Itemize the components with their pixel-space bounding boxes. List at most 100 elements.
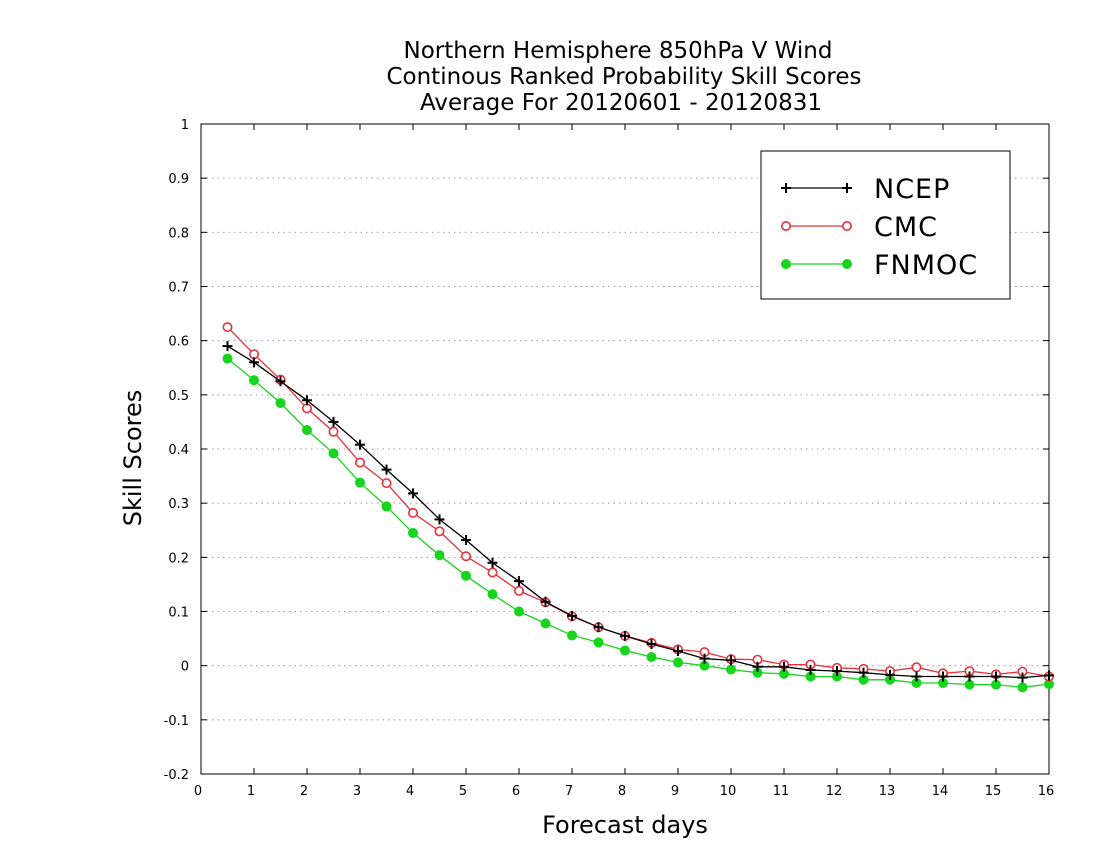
data-point-ncep <box>752 661 763 672</box>
data-point-fnmoc <box>514 606 524 617</box>
x-tick-label: 15 <box>985 784 1002 799</box>
legend-box <box>760 150 1011 300</box>
data-point-fnmoc <box>487 589 498 600</box>
data-point-cmc <box>301 403 312 414</box>
data-point-ncep <box>434 514 445 525</box>
data-point-fnmoc <box>646 652 657 662</box>
x-tick-label: 16 <box>1038 784 1055 799</box>
legend-label-ncep: NCEP <box>874 174 950 205</box>
legend-marker-fnmoc <box>842 259 852 269</box>
data-point-ncep <box>540 596 551 607</box>
legend-item-fnmoc: FNMOC <box>781 250 978 281</box>
data-point-ncep <box>1044 670 1054 681</box>
data-point-fnmoc <box>567 630 577 641</box>
y-tick-label: 0.8 <box>168 226 189 241</box>
data-point-ncep <box>885 669 895 680</box>
data-point-ncep <box>1017 672 1028 683</box>
data-point-fnmoc <box>673 657 683 668</box>
series-ncep <box>222 341 1054 683</box>
x-tick-label: 0 <box>194 784 202 799</box>
data-point-cmc <box>513 585 524 596</box>
data-point-fnmoc <box>381 501 392 512</box>
y-tick-label: -0.1 <box>164 714 189 729</box>
legend-marker-ncep <box>842 183 852 193</box>
data-point-fnmoc <box>1017 682 1028 693</box>
data-point-fnmoc <box>620 645 630 656</box>
y-tick-label: 0.1 <box>168 606 189 621</box>
legend-label-cmc: CMC <box>874 212 938 243</box>
y-tick-label: 0.3 <box>168 497 189 512</box>
data-point-ncep <box>249 357 259 368</box>
legend-marker-ncep <box>781 183 791 193</box>
data-point-ncep <box>487 557 498 568</box>
data-point-ncep <box>832 666 842 677</box>
data-point-fnmoc <box>408 527 418 538</box>
data-point-ncep <box>567 610 577 621</box>
data-point-fnmoc <box>222 353 233 364</box>
data-point-cmc <box>434 526 445 537</box>
x-tick-label: 4 <box>406 784 414 799</box>
x-tick-label: 1 <box>247 784 255 799</box>
y-tick-label: 1 <box>181 118 189 133</box>
data-point-fnmoc <box>461 570 471 581</box>
data-point-ncep <box>355 439 365 450</box>
x-tick-label: 3 <box>353 784 361 799</box>
y-tick-label: 0.4 <box>168 443 189 458</box>
legend-label-fnmoc: FNMOC <box>874 250 978 281</box>
data-point-fnmoc <box>249 375 259 386</box>
data-point-cmc <box>328 426 339 437</box>
data-point-cmc <box>354 457 365 468</box>
data-point-ncep <box>593 622 604 633</box>
y-tick-label: 0 <box>181 660 189 675</box>
x-tick-label: 7 <box>565 784 573 799</box>
data-point-cmc <box>407 507 418 518</box>
legend-marker-fnmoc <box>781 259 791 269</box>
data-point-ncep <box>964 671 975 682</box>
legend: NCEP CMC FNMOC <box>760 150 1011 300</box>
y-tick-label: 0.2 <box>168 551 189 566</box>
x-tick-label: 5 <box>459 784 467 799</box>
y-tick-label: -0.2 <box>164 768 189 783</box>
x-tick-label: 2 <box>300 784 308 799</box>
data-point-ncep <box>911 671 922 682</box>
x-tick-label: 6 <box>512 784 520 799</box>
y-tick-label: 0.5 <box>168 389 189 404</box>
x-axis-label: Forecast days <box>542 811 708 839</box>
data-point-ncep <box>646 639 657 649</box>
x-tick-label: 11 <box>773 784 790 799</box>
data-point-ncep <box>858 667 869 678</box>
series-line-cmc <box>227 326 1050 678</box>
series-line-ncep <box>227 345 1050 679</box>
y-tick-label: 0.6 <box>168 335 189 350</box>
data-point-fnmoc <box>726 664 736 675</box>
data-point-ncep <box>938 671 948 682</box>
title-line-1: Northern Hemisphere 850hPa V Wind <box>404 38 833 64</box>
series-layer <box>222 322 1055 693</box>
legend-item-ncep: NCEP <box>781 174 950 205</box>
data-point-ncep <box>514 576 524 587</box>
data-point-ncep <box>328 416 339 427</box>
data-point-ncep <box>381 464 392 475</box>
legend-marker-cmc <box>780 221 791 232</box>
data-point-cmc <box>222 322 233 333</box>
data-point-ncep <box>461 535 471 545</box>
x-tick-label: 8 <box>618 784 626 799</box>
title-line-2: Continous Ranked Probability Skill Score… <box>386 64 861 90</box>
data-point-fnmoc <box>275 397 286 408</box>
data-point-ncep <box>222 341 233 352</box>
title-line-3: Average For 20120601 - 20120831 <box>420 90 822 116</box>
x-tick-label: 9 <box>671 784 679 799</box>
data-point-fnmoc <box>434 550 445 561</box>
data-point-cmc <box>460 551 471 562</box>
chart-title: Northern Hemisphere 850hPa V Wind Contin… <box>386 38 861 116</box>
data-point-ncep <box>620 630 630 641</box>
series-fnmoc <box>222 353 1054 693</box>
legend-marker-cmc <box>841 221 852 232</box>
data-point-ncep <box>991 671 1001 682</box>
tick-labels: -0.2-0.100.10.20.30.40.50.60.70.80.910 1 2… <box>164 118 1055 799</box>
data-point-cmc <box>381 478 392 489</box>
legend-item-cmc: CMC <box>780 212 938 243</box>
x-tick-label: 13 <box>879 784 896 799</box>
x-tick-label: 14 <box>932 784 949 799</box>
